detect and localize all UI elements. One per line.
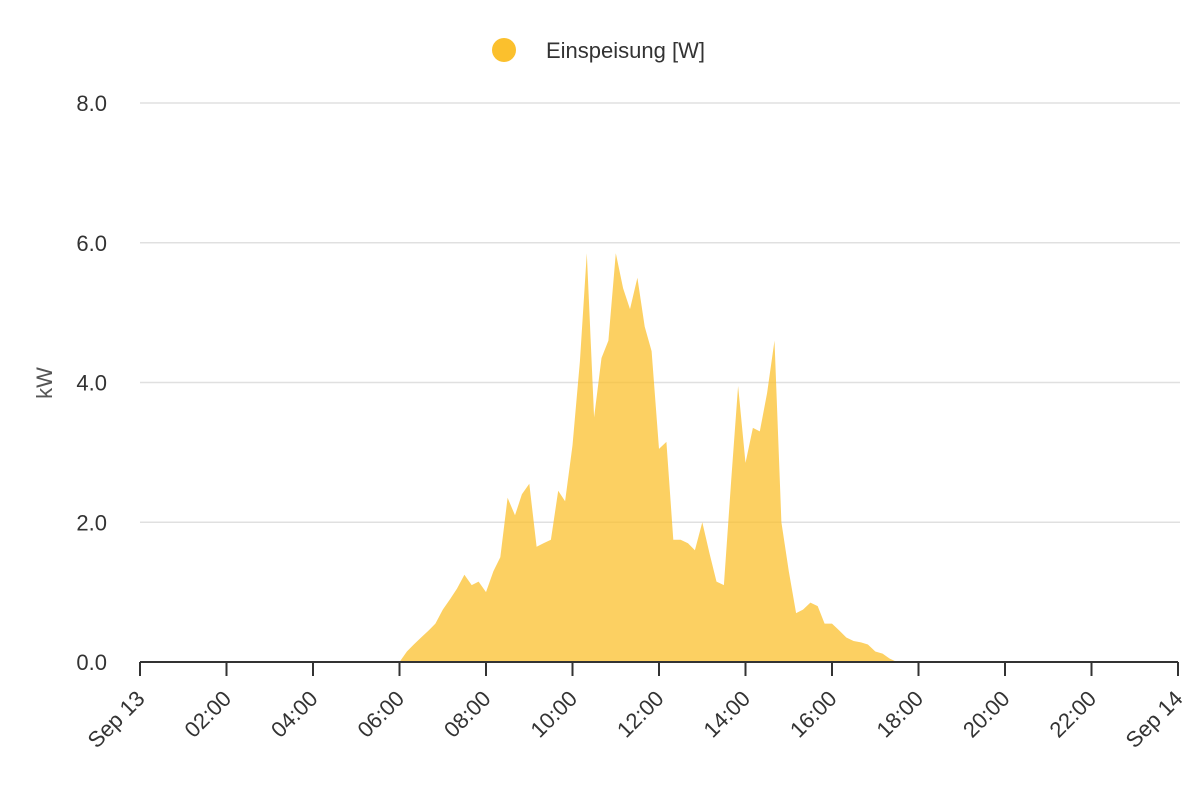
x-tick-label: 20:00 bbox=[958, 686, 1015, 743]
area-series-einspeisung bbox=[399, 253, 905, 662]
x-tick-label: 06:00 bbox=[352, 686, 409, 743]
legend[interactable]: Einspeisung [W] bbox=[492, 38, 705, 63]
x-tick-label: 16:00 bbox=[785, 686, 842, 743]
legend-marker bbox=[492, 38, 516, 62]
x-tick-label: 18:00 bbox=[871, 686, 928, 743]
y-tick-label: 8.0 bbox=[76, 91, 107, 116]
x-tick-label: 12:00 bbox=[612, 686, 669, 743]
x-tick-label: Sep 14 bbox=[1121, 686, 1188, 753]
x-tick-label: 04:00 bbox=[266, 686, 323, 743]
x-tick-label: 08:00 bbox=[439, 686, 496, 743]
y-tick-label: 4.0 bbox=[76, 371, 107, 396]
x-tick-label: 14:00 bbox=[698, 686, 755, 743]
x-tick-label: 22:00 bbox=[1044, 686, 1101, 743]
x-tick-label: Sep 13 bbox=[83, 686, 150, 753]
x-tick-label: 02:00 bbox=[179, 686, 236, 743]
y-axis-title: kW bbox=[32, 367, 57, 399]
x-tick-label: 10:00 bbox=[525, 686, 582, 743]
area-series bbox=[399, 253, 905, 662]
x-tick-labels: Sep 13 02:00 04:00 06:00 08:00 10:00 12:00 14:0… bbox=[83, 686, 1188, 753]
y-tick-label: 6.0 bbox=[76, 231, 107, 256]
y-tick-label: 0.0 bbox=[76, 650, 107, 675]
legend-label: Einspeisung [W] bbox=[546, 38, 705, 63]
x-axis bbox=[139, 661, 1179, 676]
y-tick-label: 2.0 bbox=[76, 510, 107, 535]
y-axis: 0.0 2.0 4.0 6.0 8.0 bbox=[76, 91, 107, 675]
